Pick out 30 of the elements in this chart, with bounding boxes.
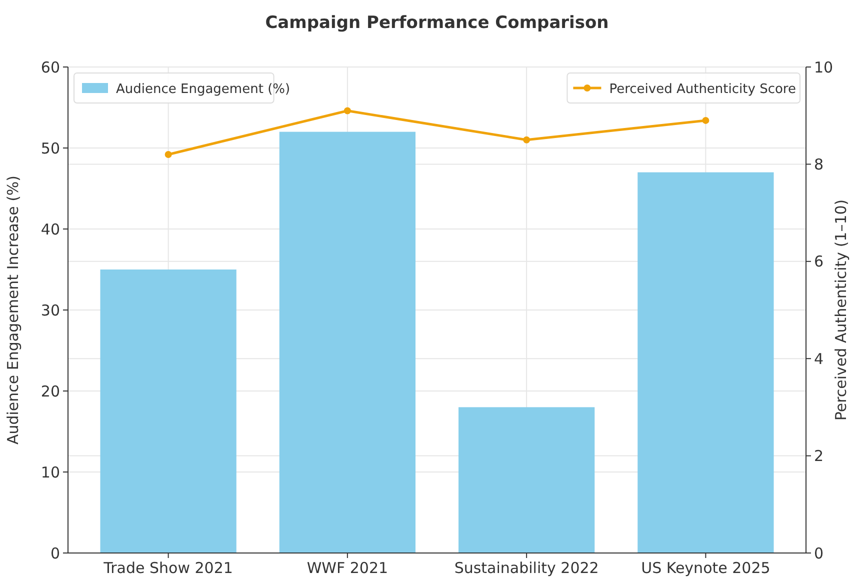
x-tick-label: Trade Show 2021 [102,559,233,577]
y-tick-label: 10 [40,463,60,482]
chart-title: Campaign Performance Comparison [265,13,609,33]
point [344,107,351,114]
bar [100,270,236,553]
point [702,116,710,124]
x-tick-label: Sustainability 2022 [454,559,599,577]
y-tick-label: 40 [40,220,60,238]
legend-label: Perceived Authenticity Score [609,82,796,97]
y2-tick-label: 2 [814,447,824,466]
y-axis-title: Audience Engagement Increase (%) [4,175,22,445]
point [523,136,530,144]
point [164,150,172,158]
y-tick-label: 30 [40,301,60,320]
x-tick-label: WWF 2021 [306,559,388,577]
y-tick-label: 20 [40,382,60,400]
y2-tick-label: 10 [814,58,834,76]
y2-tick-label: 4 [814,350,824,368]
bar [638,172,774,553]
legend-label: Audience Engagement (%) [116,82,290,97]
y2-tick-label: 6 [814,252,824,271]
y2-axis-title: Perceived Authenticity (1–10) [832,199,850,421]
y2-tick-label: 8 [814,155,824,174]
bar [458,407,595,553]
x-tick-label: US Keynote 2025 [641,559,770,577]
y-tick-label: 0 [50,544,60,562]
y2-tick-label: 0 [814,544,824,562]
y-tick-label: 50 [40,139,60,158]
bar [279,132,416,553]
y-tick-label: 60 [40,58,60,76]
